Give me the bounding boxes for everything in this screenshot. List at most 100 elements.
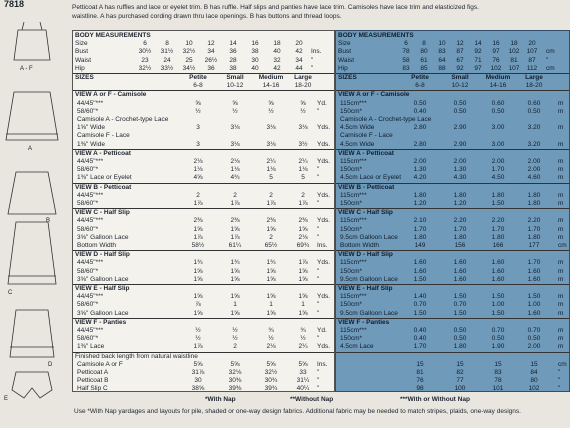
cell: 1.70 [453, 225, 467, 233]
cell: 76 [416, 377, 424, 385]
cell: 2.00 [453, 158, 467, 165]
section-title: VIEW A - Petticoat [75, 149, 131, 157]
cell: 2.90 [453, 124, 467, 132]
cell: ½ [195, 327, 201, 334]
unit: Ins. [317, 242, 328, 249]
row-label: 150cm* [340, 301, 363, 309]
row-label: 4.5cm Lace or Eyelet [340, 174, 402, 182]
cell: 69¾ [296, 242, 310, 249]
unit: m [558, 343, 564, 351]
cell: ⅝ [195, 99, 201, 107]
cell: 1.80 [453, 191, 467, 199]
unit: m [558, 225, 564, 233]
row-label: Petticoat A [77, 369, 109, 376]
row-label: 58/60"* [77, 225, 99, 233]
cell: 1⅝ [266, 309, 276, 317]
cell: 4.50 [491, 174, 505, 182]
cell: 1⅞ [193, 233, 203, 241]
cell: 16 [251, 40, 259, 48]
row-label: 3⅝" Galloon Lace [77, 233, 129, 241]
unit: " [317, 107, 320, 115]
cell: 1⅝ [266, 275, 276, 283]
cell: 1⅞ [298, 259, 308, 267]
row-label: Petticoat B [77, 377, 109, 385]
row-label: 58/60"* [77, 335, 99, 343]
cell: 1.80 [527, 233, 541, 241]
cell: 177 [528, 242, 540, 249]
unit: Yds. [317, 158, 331, 165]
cell: 87 [456, 48, 464, 56]
row-label: Size [75, 40, 88, 48]
cell: 5⅝ [193, 360, 203, 368]
cell: 83 [402, 64, 410, 72]
row-label: 58/60"* [77, 107, 99, 115]
cell: 0.50 [527, 335, 541, 343]
style-number: 7818 [4, 0, 25, 9]
cell: 0.70 [453, 301, 467, 309]
unit: m [558, 124, 564, 132]
row-label: 1⅜" Lace or Eyelet [77, 174, 132, 182]
rule [73, 148, 334, 150]
cell: 3⅛ [230, 140, 240, 148]
cell: 1⅞ [298, 200, 308, 207]
cell: 30¾ [264, 377, 278, 385]
cell: 1.80 [491, 233, 505, 241]
size-name: Large [294, 74, 312, 81]
cell: 14 [229, 40, 237, 48]
cell: 1.70 [527, 225, 541, 233]
row-label: 44/45"*** [77, 327, 104, 334]
cell: 2 [301, 191, 305, 199]
cell: 0.50 [491, 107, 505, 115]
row-label: Camisole F - Lace [77, 132, 130, 140]
row-label: 9.5cm Galloon Lace [340, 309, 398, 317]
cell: 1.50 [453, 293, 467, 301]
cell: 2.20 [527, 217, 541, 225]
cell: 0.60 [491, 99, 505, 107]
cell: 2.00 [413, 158, 427, 165]
cell: 1.20 [413, 200, 427, 207]
cell: 156 [454, 242, 466, 249]
cell: 102 [528, 385, 540, 392]
cell: 98 [416, 385, 424, 392]
rule [336, 250, 569, 252]
cell: 1.50 [491, 293, 505, 301]
cell: 34 [295, 56, 303, 64]
cell: 0.50 [491, 335, 505, 343]
row-label: Bottom Width [340, 242, 380, 249]
section-title: VIEW E - Half Slip [75, 285, 130, 292]
unit: " [317, 267, 320, 275]
cell: 0.60 [527, 99, 541, 107]
unit: m [558, 107, 564, 115]
size-range: 14-16 [262, 82, 280, 90]
row-label: 3⅝" Galloon Lace [77, 309, 129, 317]
header-label: SIZES [75, 74, 94, 81]
illustrations: A - F A B C D E [4, 22, 59, 402]
row-label: Camisole F - Lace [340, 132, 393, 140]
cell: 112 [526, 64, 538, 72]
illustration-label: A - F [20, 66, 33, 72]
cell: 2 [233, 191, 237, 199]
cell: 1.70 [491, 166, 505, 174]
cell: ½ [268, 107, 274, 115]
unit: " [317, 233, 320, 241]
cell: 5⅝ [298, 360, 308, 368]
cell: 2⅜ [193, 217, 203, 225]
cell: 1.70 [527, 259, 541, 267]
unit: m [558, 191, 564, 199]
cell: 1⅝ [298, 275, 308, 283]
unit: m [558, 158, 564, 165]
unit: " [317, 377, 320, 385]
cell: 1 [269, 301, 273, 309]
cell: 1⅝ [298, 309, 308, 317]
cell: 0.50 [453, 99, 467, 107]
row-label: 150cm* [340, 267, 363, 275]
unit: " [317, 335, 320, 343]
rule [336, 182, 569, 184]
cell: 92 [456, 64, 464, 72]
row-label: 115cm*** [340, 191, 367, 199]
cell: ½ [232, 327, 238, 334]
cell: 1⅝ [266, 225, 276, 233]
unit: " [317, 385, 320, 392]
row-label: Size [338, 40, 351, 48]
rule [73, 284, 334, 285]
